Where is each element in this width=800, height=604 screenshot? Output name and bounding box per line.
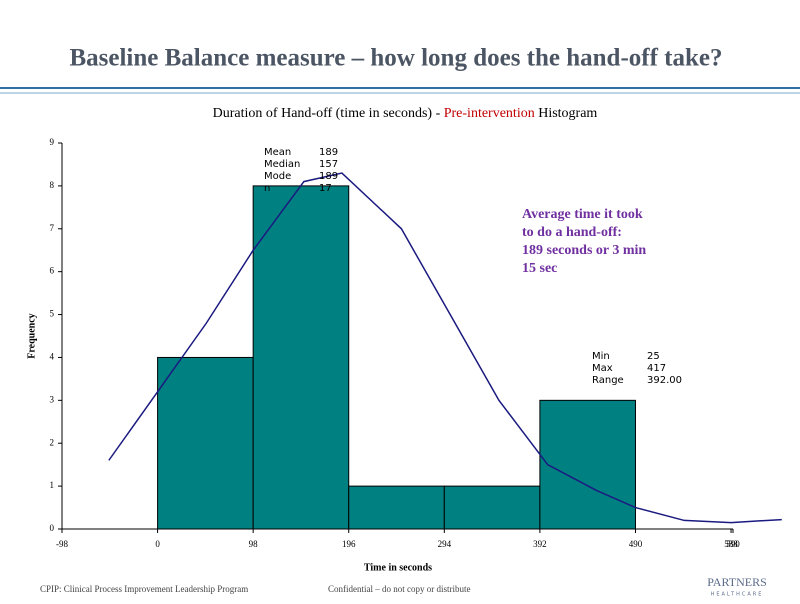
y-tick-label: 8 <box>50 180 55 190</box>
y-tick-label: 0 <box>50 523 55 533</box>
chart-title-part: Duration of Hand-off (time in seconds) - <box>213 106 444 121</box>
stat-label: n <box>264 183 270 194</box>
stat-value: 189 <box>319 147 338 158</box>
y-tick-label: 4 <box>50 352 55 362</box>
annotation: 189 seconds or 3 min <box>522 243 646 258</box>
stat-label: Mean <box>264 147 291 158</box>
bar <box>539 399 636 530</box>
x-tick-label: 490 <box>629 539 643 549</box>
bar <box>348 485 445 530</box>
y-tick-label: 9 <box>50 137 55 147</box>
stat-label: Median <box>264 159 300 170</box>
stat-label: Range <box>592 375 624 386</box>
footer: CPIP: Clinical Process Improvement Leade… <box>40 584 248 594</box>
bar <box>443 485 541 530</box>
stat-value: 417 <box>647 363 666 374</box>
chart-title-part: Histogram <box>535 106 598 121</box>
footer: Confidential – do not copy or distribute <box>328 584 470 594</box>
y-tick-label: 7 <box>50 223 55 233</box>
x-tick-label: 98 <box>249 539 259 549</box>
x-tick-label: 0 <box>155 539 160 549</box>
x-axis-label: Time in seconds <box>364 562 432 573</box>
y-tick-label: 5 <box>50 309 55 319</box>
stat-label: Min <box>592 351 610 362</box>
x-tick-label: 392 <box>533 539 547 549</box>
logo: PARTNERS <box>707 575 767 589</box>
x-tick-label: -98 <box>56 539 68 549</box>
y-axis-label: Frequency <box>26 313 37 358</box>
logo-sub: HEALTHCARE <box>711 592 764 598</box>
x-tick-label: 590 <box>726 539 740 549</box>
bar <box>157 356 254 530</box>
annotation: 15 sec <box>522 261 557 276</box>
chart-title: Duration of Hand-off (time in seconds) -… <box>213 106 598 121</box>
bar <box>252 185 350 530</box>
y-tick-label: 1 <box>50 480 55 490</box>
normal-curve <box>108 172 782 524</box>
y-tick-label: 3 <box>50 394 55 404</box>
x-tick-label: 196 <box>342 539 356 549</box>
stat-value: 189 <box>319 171 338 182</box>
stat-value: 25 <box>647 351 660 362</box>
stat-value: 17 <box>319 183 332 194</box>
annotation: to do a hand-off: <box>522 225 622 240</box>
stat-value: 157 <box>319 159 338 170</box>
y-tick-label: 2 <box>50 437 55 447</box>
slide-title: Baseline Balance measure – how long does… <box>69 45 722 72</box>
stat-label: Mode <box>264 171 291 182</box>
chart-title-highlight: Pre-intervention <box>444 106 535 121</box>
x-tick-label: 294 <box>438 539 452 549</box>
annotation: Average time it took <box>522 207 643 222</box>
x-tick-label: 588 <box>724 539 738 549</box>
y-tick-label: 6 <box>50 266 55 276</box>
stat-value: 392.00 <box>647 375 682 386</box>
stat-label: Max <box>592 363 613 374</box>
